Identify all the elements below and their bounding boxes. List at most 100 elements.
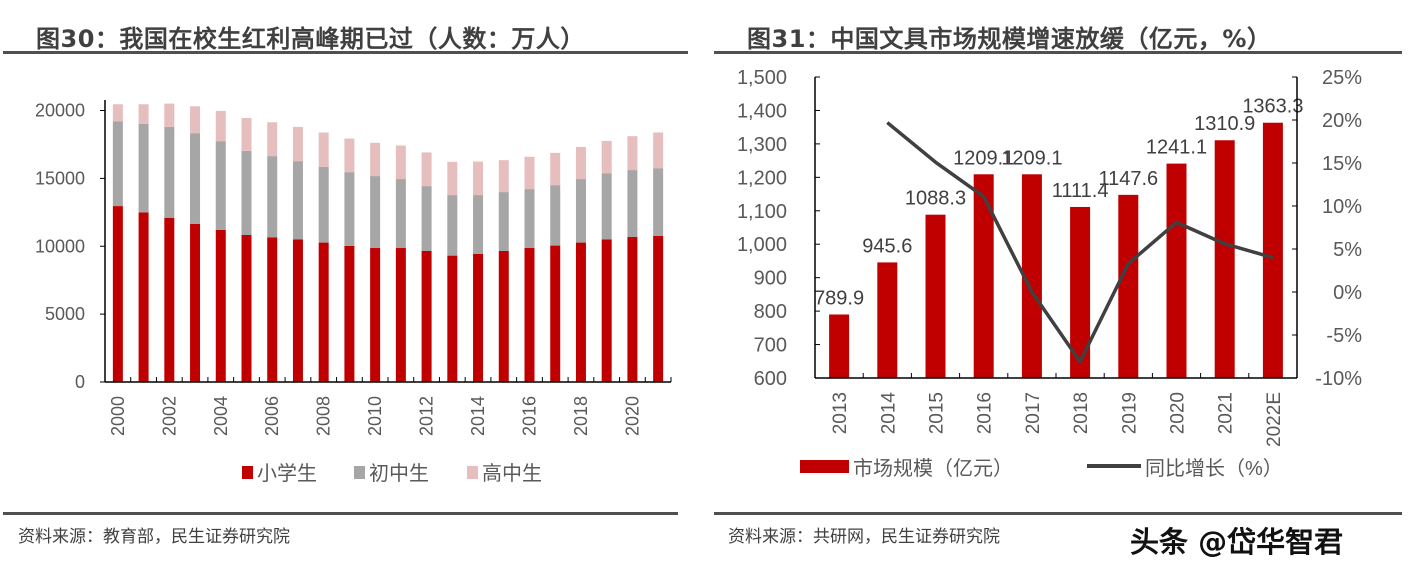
x-tick-label: 2006 <box>262 396 282 436</box>
bar-初中生-2007 <box>292 161 303 240</box>
left-y-tick-label: 1,500 <box>737 67 787 89</box>
bar-高中生-2000 <box>112 104 123 122</box>
data-label: 1241.1 <box>1146 137 1207 159</box>
bar-小学生-2021 <box>653 235 664 382</box>
bar-初中生-2010 <box>370 176 381 249</box>
legend-label: 市场规模（亿元） <box>853 457 1013 480</box>
x-tick-label: 2008 <box>314 396 334 436</box>
x-tick-label: 2017 <box>1023 392 1044 434</box>
x-tick-label: 2004 <box>211 396 231 436</box>
left-chart-title: 图30：我国在校生红利高峰期已过（人数：万人） <box>36 25 585 53</box>
bar-小学生-2005 <box>241 234 252 382</box>
bar-高中生-2018 <box>575 146 586 180</box>
bar-高中生-2016 <box>524 156 535 190</box>
x-tick-label: 2018 <box>1071 392 1092 434</box>
bar-初中生-2015 <box>498 192 509 252</box>
bar-初中生-2017 <box>550 185 561 246</box>
right-y-tick-label: 20% <box>1322 110 1362 132</box>
bar-小学生-2014 <box>473 253 484 382</box>
bar-高中生-2020 <box>627 136 638 171</box>
left-y-tick-label: 700 <box>754 335 787 357</box>
bar-小学生-2017 <box>550 245 561 382</box>
right-title-rule <box>714 51 1402 54</box>
bar-小学生-2008 <box>318 242 329 382</box>
bar-高中生-2005 <box>241 117 252 151</box>
bar-高中生-2021 <box>653 132 664 169</box>
bar-小学生-2006 <box>267 237 278 382</box>
left-y-tick-label: 1,100 <box>737 201 787 223</box>
data-label: 1310.9 <box>1194 113 1255 135</box>
y-tick-label: 20000 <box>35 101 85 121</box>
x-tick-label: 2013 <box>830 392 851 434</box>
bar-小学生-2000 <box>112 206 123 382</box>
left-source: 资料来源：教育部，民生证券研究院 <box>18 527 290 547</box>
left-y-tick-label: 1,200 <box>737 167 787 189</box>
right-source-rule <box>714 512 1402 515</box>
bar-小学生-2007 <box>292 239 303 382</box>
y-tick-label: 5000 <box>45 304 85 324</box>
x-tick-label: 2020 <box>1168 392 1189 434</box>
bar-小学生-2020 <box>627 237 638 382</box>
bar-初中生-2004 <box>215 141 226 230</box>
bar-高中生-2019 <box>601 140 612 174</box>
bar-2014 <box>877 262 898 378</box>
bar-高中生-2010 <box>370 142 381 177</box>
legend-label: 高中生 <box>482 462 542 485</box>
right-y-tick-label: 10% <box>1322 196 1362 218</box>
growth-line <box>886 121 1274 364</box>
bar-高中生-2015 <box>498 160 509 193</box>
bar-初中生-2011 <box>395 179 406 249</box>
bar-初中生-2019 <box>601 173 612 240</box>
legend-label: 初中生 <box>369 462 429 485</box>
bar-初中生-2009 <box>344 172 355 246</box>
bar-高中生-2014 <box>473 161 484 196</box>
x-tick-label: 2002 <box>159 396 179 436</box>
bar-2016 <box>973 174 994 378</box>
bar-高中生-2004 <box>215 110 226 142</box>
left-stacked-bar-chart: 0 5000 10000 15000 20000 2000 2002 2004 2006 2008… <box>35 100 672 485</box>
data-label: 1111.4 <box>1052 180 1109 202</box>
legend-swatch-market-size <box>800 460 849 473</box>
bar-高中生-2001 <box>138 104 149 124</box>
bar-2019 <box>1118 194 1139 378</box>
bar-2022E <box>1262 122 1283 378</box>
bar-初中生-2002 <box>164 126 175 218</box>
bar-初中生-2001 <box>138 123 149 213</box>
bar-初中生-2012 <box>421 186 432 252</box>
bar-高中生-2013 <box>447 161 458 196</box>
bar-初中生-2013 <box>447 195 458 256</box>
left-y-tick-label: 800 <box>754 301 787 323</box>
bar-小学生-2011 <box>395 248 406 382</box>
bar-初中生-2021 <box>653 168 664 236</box>
x-tick-label: 2015 <box>927 392 948 434</box>
bar-2021 <box>1214 140 1235 378</box>
data-label: 789.9 <box>814 287 864 309</box>
data-label: 1147.6 <box>1098 168 1158 190</box>
bar-初中生-2008 <box>318 166 329 243</box>
bar-高中生-2011 <box>395 145 406 180</box>
x-tick-label: 2016 <box>520 396 540 436</box>
data-label: 1088.3 <box>905 188 966 210</box>
legend-swatch-初中生 <box>354 466 365 479</box>
bar-2018 <box>1070 206 1091 378</box>
right-y-tick-label: 15% <box>1322 153 1362 175</box>
bar-初中生-2016 <box>524 189 535 249</box>
data-label: 945.6 <box>862 235 912 257</box>
bar-小学生-2018 <box>575 242 586 382</box>
bar-高中生-2007 <box>292 126 303 162</box>
bar-2013 <box>829 314 850 378</box>
bar-高中生-2003 <box>190 106 201 134</box>
left-y-tick-label: 600 <box>754 368 787 390</box>
bar-小学生-2002 <box>164 217 175 382</box>
bar-初中生-2018 <box>575 179 586 243</box>
legend-swatch-高中生 <box>467 466 478 479</box>
bar-高中生-2008 <box>318 132 329 167</box>
bar-小学生-2016 <box>524 248 535 382</box>
data-label: 1363.3 <box>1242 96 1303 118</box>
bar-高中生-2017 <box>550 152 561 186</box>
legend-label: 小学生 <box>257 462 317 485</box>
legend-label: 同比增长（%） <box>1145 457 1283 480</box>
bar-小学生-2019 <box>601 239 612 382</box>
